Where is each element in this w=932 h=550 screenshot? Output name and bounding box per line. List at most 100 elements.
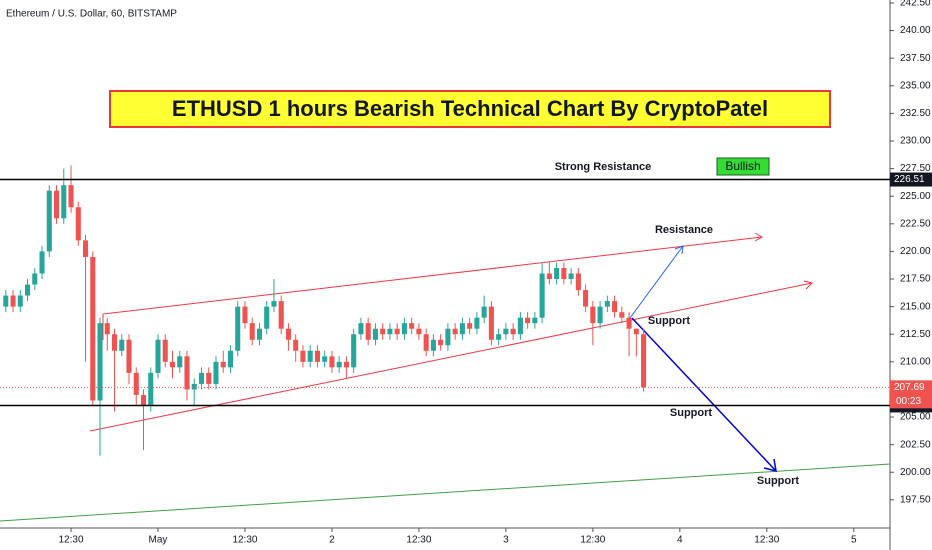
candle-body	[300, 350, 306, 362]
candle-body	[293, 339, 299, 351]
candle-body	[532, 317, 538, 324]
candle-body	[140, 394, 147, 406]
candle-body	[343, 361, 349, 368]
candle-body	[220, 361, 226, 368]
candle-body	[568, 273, 574, 280]
candle-body	[133, 372, 139, 395]
annotation: Strong Resistance	[555, 161, 652, 173]
candle-body	[604, 301, 610, 307]
chart-header: Ethereum / U.S. Dollar, 60, BITSTAMP	[6, 9, 177, 20]
x-tick-label: 12:30	[754, 535, 779, 546]
candle-body	[365, 323, 371, 340]
candle-body	[10, 295, 16, 307]
y-tick-label: 200.00	[900, 467, 931, 478]
arrow-head	[674, 245, 684, 255]
y-tick-label: 225.00	[900, 191, 931, 202]
candle-body	[641, 334, 647, 388]
channel-bottom	[89, 282, 813, 432]
support-trendline	[0, 463, 891, 522]
annotation: Support	[670, 407, 712, 419]
candle-body	[517, 317, 523, 335]
level-badge	[890, 172, 932, 187]
level-label: 226.51	[894, 174, 925, 185]
last-price-label: 207.69	[894, 382, 925, 393]
y-tick-label: 205.00	[900, 412, 931, 423]
y-tick-label: 210.00	[900, 356, 931, 367]
candle-body	[119, 339, 125, 351]
annotation: Resistance	[655, 224, 713, 236]
channel-top	[102, 236, 763, 315]
annotation: Support	[757, 475, 799, 487]
candle-body	[387, 328, 393, 335]
candle-body	[423, 334, 429, 351]
chart-title: ETHUSD 1 hours Bearish Technical Chart B…	[172, 96, 768, 121]
candle-body	[68, 185, 74, 208]
candle-body	[148, 372, 154, 406]
candle-body	[75, 207, 81, 241]
candle-body	[155, 339, 161, 373]
candle-body	[322, 356, 328, 362]
last-price-badge	[890, 380, 932, 409]
candle-body	[169, 361, 176, 368]
arrow-head	[763, 458, 777, 473]
y-tick-label: 232.50	[900, 108, 931, 119]
bullish-badge	[716, 157, 770, 176]
candle-body	[177, 356, 183, 368]
annotation: Support	[648, 315, 690, 327]
candle-body	[597, 306, 603, 324]
x-tick-label: 12:30	[232, 535, 257, 546]
candle-body	[249, 323, 255, 340]
candle-body	[39, 251, 45, 274]
arrow-head	[754, 232, 764, 242]
candle-body	[235, 306, 241, 351]
candle-body	[278, 301, 284, 329]
candle-body	[503, 328, 509, 335]
candle-body	[467, 323, 473, 329]
candle-body	[25, 284, 31, 296]
x-tick-label: 5	[851, 535, 857, 546]
x-tick-label: 12:30	[580, 535, 605, 546]
y-tick-label: 235.00	[900, 80, 931, 91]
candle-body	[546, 273, 552, 280]
candle-body	[430, 339, 436, 351]
candle-body	[358, 323, 364, 335]
candle-body	[394, 328, 400, 335]
candle-body	[612, 301, 618, 313]
candle-body	[583, 290, 589, 307]
candle-body	[111, 334, 118, 351]
candle-body	[126, 339, 132, 373]
candle-body	[445, 328, 451, 346]
candle-body	[539, 273, 545, 318]
y-tick-label: 237.50	[900, 53, 931, 64]
candle-body	[554, 267, 560, 280]
y-tick-label: 212.50	[900, 329, 931, 340]
candle-body	[372, 328, 378, 340]
candle-body	[82, 240, 89, 257]
candle-body	[191, 383, 197, 390]
candle-body	[488, 306, 494, 340]
y-tick-label: 230.00	[900, 136, 931, 147]
x-tick-label: 2	[329, 535, 335, 546]
y-tick-label: 217.50	[900, 274, 931, 285]
annotation: Bullish	[725, 159, 760, 173]
title-box	[109, 90, 831, 128]
candle-body	[264, 306, 270, 329]
candle-body	[256, 328, 262, 340]
candle-body	[496, 334, 502, 340]
bear-arrow	[631, 317, 777, 472]
y-tick-label: 197.50	[900, 494, 931, 505]
candle-body	[227, 350, 234, 368]
y-tick-label: 222.50	[900, 218, 931, 229]
candle-body	[619, 312, 625, 318]
candle-body	[459, 323, 465, 335]
candle-body	[561, 267, 567, 280]
candle-body	[409, 323, 415, 329]
candle-body	[351, 334, 357, 368]
countdown: 00:23	[896, 396, 921, 407]
x-tick-label: 3	[503, 535, 509, 546]
candle-body	[401, 323, 407, 335]
y-tick-label: 242.50	[900, 0, 931, 9]
candle-body	[336, 361, 342, 368]
x-tick-label: 12:30	[59, 535, 84, 546]
